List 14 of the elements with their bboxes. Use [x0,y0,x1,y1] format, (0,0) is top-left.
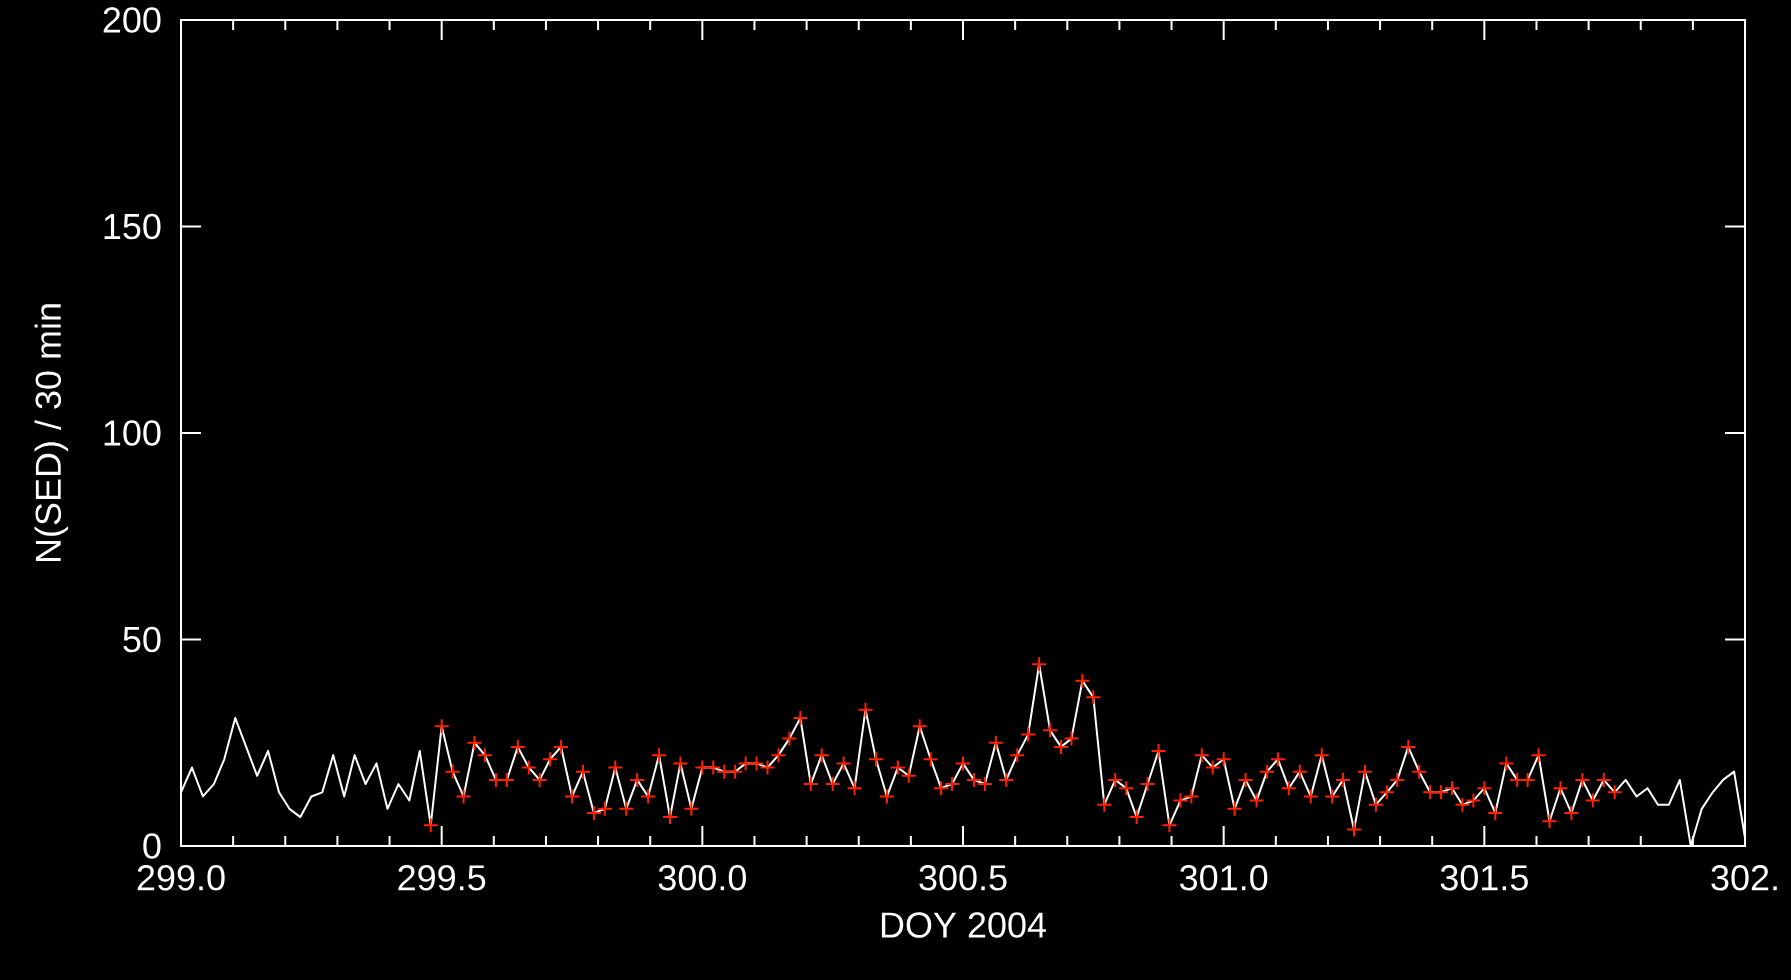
x-tick-label: 301.0 [1180,865,1268,891]
x-tick-label: 299.0 [137,865,225,891]
y-tick-label: 150 [104,213,161,240]
y-tick-label: 0 [143,833,161,859]
x-axis-title: DOY 2004 [881,912,1046,938]
x-tick-label: 300.5 [919,865,1007,891]
x-tick-label: 300.0 [658,865,746,891]
y-tick-label: 200 [103,7,161,33]
y-tick-label: 100 [104,420,161,446]
x-tick-label: 299.5 [398,865,486,891]
x-tick-label: 302. [1711,865,1777,891]
y-axis-title: N(SED) / 30 min [34,304,69,562]
y-tick-label: 50 [123,626,161,653]
x-tick-label: 301.5 [1440,865,1528,891]
